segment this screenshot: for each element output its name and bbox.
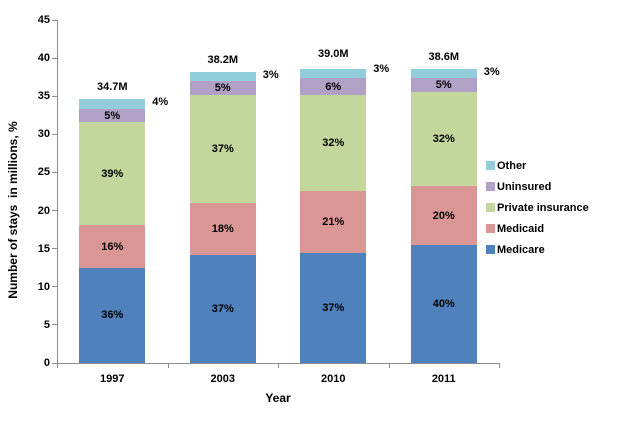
bar-segment-other bbox=[79, 98, 146, 110]
bar-segment-private-insurance bbox=[410, 92, 477, 187]
bar-segment-private-insurance bbox=[189, 95, 256, 203]
segment-label: 16% bbox=[101, 240, 124, 253]
bar-segment-private-insurance bbox=[79, 122, 146, 226]
segment-label: 40% bbox=[432, 298, 455, 311]
bar-segment-other bbox=[410, 68, 477, 78]
y-axis-line bbox=[57, 20, 58, 363]
bar-segment-medicaid bbox=[410, 186, 477, 246]
segment-label: 32% bbox=[322, 137, 345, 150]
bar-segment-other bbox=[300, 68, 367, 78]
segment-label: 37% bbox=[211, 142, 234, 155]
bar-total-label: 38.2M bbox=[207, 53, 239, 66]
y-tick bbox=[52, 210, 57, 212]
x-tick bbox=[278, 363, 279, 368]
y-tick bbox=[52, 171, 57, 173]
segment-label: 32% bbox=[432, 133, 455, 146]
y-tick-label: 5 bbox=[43, 318, 50, 331]
y-tick-label: 45 bbox=[37, 14, 50, 26]
bar-segment-other bbox=[189, 71, 256, 81]
bar-segment-uninsured bbox=[79, 109, 146, 123]
segment-label: 21% bbox=[322, 215, 345, 228]
bar-segment-medicare bbox=[79, 267, 146, 363]
segment-label-outside: 4% bbox=[152, 95, 169, 108]
y-tick bbox=[52, 248, 57, 250]
y-tick-label: 15 bbox=[37, 242, 50, 255]
segment-label: 37% bbox=[322, 302, 345, 314]
segment-label: 37% bbox=[211, 303, 234, 316]
y-tick-label: 0 bbox=[43, 357, 50, 369]
y-tick-label: 10 bbox=[37, 280, 50, 293]
y-tick-label: 40 bbox=[37, 52, 50, 65]
y-tick-label: 20 bbox=[37, 204, 50, 217]
y-tick bbox=[52, 324, 57, 326]
segment-label-outside: 3% bbox=[373, 62, 390, 75]
y-tick bbox=[52, 19, 57, 21]
bar-segment-uninsured bbox=[300, 77, 367, 96]
bar-segment-private-insurance bbox=[300, 95, 367, 191]
bar-segment-medicaid bbox=[79, 225, 146, 268]
segment-label-outside: 3% bbox=[262, 68, 279, 81]
y-tick bbox=[52, 286, 57, 288]
x-tick-label: 1997 bbox=[100, 373, 125, 385]
y-tick-label: 35 bbox=[37, 90, 50, 103]
x-tick-label: 2010 bbox=[321, 373, 346, 385]
segment-label: 36% bbox=[101, 309, 124, 322]
bar-total-label: 34.7M bbox=[96, 80, 128, 93]
y-tick-label: 25 bbox=[37, 166, 50, 179]
x-tick bbox=[57, 363, 58, 368]
y-tick-label: 30 bbox=[37, 128, 50, 141]
segment-label: 20% bbox=[432, 209, 455, 222]
bar-segment-medicaid bbox=[189, 202, 256, 256]
segment-label: 6% bbox=[325, 80, 342, 93]
x-tick-label: 2003 bbox=[210, 373, 235, 385]
segment-label: 5% bbox=[435, 78, 452, 91]
x-tick bbox=[167, 363, 169, 368]
segment-label-outside: 3% bbox=[483, 65, 500, 78]
x-tick bbox=[388, 363, 390, 368]
bar-segment-uninsured bbox=[410, 77, 477, 93]
segment-label: 5% bbox=[104, 109, 121, 122]
y-tick bbox=[52, 133, 57, 135]
y-tick bbox=[52, 57, 57, 59]
x-tick bbox=[499, 363, 500, 368]
bar-segment-uninsured bbox=[189, 80, 256, 96]
x-axis-title: Year bbox=[265, 391, 291, 405]
x-tick-label: 2011 bbox=[431, 373, 456, 385]
segment-label: 39% bbox=[101, 167, 124, 180]
bar-total-label: 38.6M bbox=[428, 50, 460, 63]
segment-label: 18% bbox=[211, 223, 234, 236]
y-tick bbox=[52, 95, 57, 97]
bar-total-label: 39.0M bbox=[317, 47, 349, 60]
y-tick bbox=[52, 362, 57, 364]
bar-segment-medicare bbox=[189, 255, 256, 363]
bar-segment-medicare bbox=[410, 245, 477, 363]
bar-segment-medicare bbox=[300, 253, 367, 363]
bar-segment-medicaid bbox=[300, 190, 367, 253]
segment-label: 5% bbox=[214, 81, 231, 94]
